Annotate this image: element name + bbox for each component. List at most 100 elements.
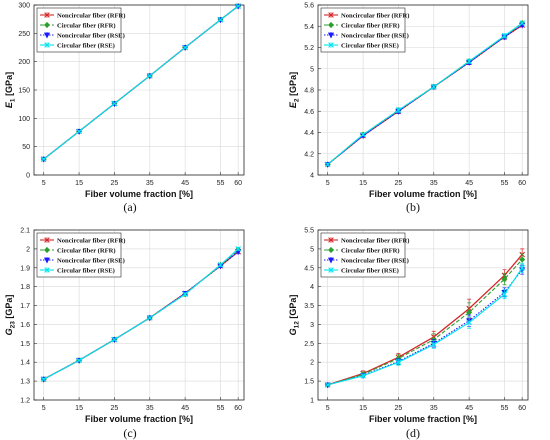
data-point [501,276,508,283]
y-tick-label: 300 [18,3,30,10]
data-point [519,256,526,263]
panel-c: 1.2 1.3 1.4 1.5 1.6 1.7 1.8 1.9 2 2.1 5 15 25 35 45 55 6… [4,228,245,440]
y-axis-label: G12 [GPa] [288,295,301,336]
legend-label: Circular fiber (RSE) [57,267,115,274]
x-tick-label: 60 [234,405,242,412]
plot-border [317,229,529,401]
x-tick-label: 15 [359,180,367,187]
legend-label: Noncircular fiber (RSE) [341,32,409,39]
panel-caption: (b) [406,200,420,214]
legend: Noncircular fiber (RFR) Circular fiber (R… [36,7,126,53]
y-tick-label: 1.6 [20,322,30,329]
data-point [217,262,224,268]
y-tick-label: 1.9 [20,265,30,272]
y-tick-label: 1.8 [20,284,30,291]
legend-marker [328,237,334,243]
x-tick-label: 55 [217,180,225,187]
data-point [501,33,508,39]
legend-marker [44,12,50,18]
x-tick-label: 5 [42,405,46,412]
x-axis-label: Fiber volume fraction [%] [369,189,477,199]
legend-label: Noncircular fiber (RSE) [341,257,409,264]
data-point [395,107,402,113]
y-tick-label: 250 [18,31,30,38]
legend-label: Noncircular fiber (RFR) [57,237,126,244]
data-point [76,357,82,364]
data-point [235,246,241,252]
y-tick-label: 4.2 [304,151,314,158]
data-point [430,84,437,90]
legend-marker [327,21,335,29]
y-tick-label: 2.5 [304,341,314,348]
data-point [40,376,47,383]
data-point [217,16,224,23]
y-tick-label: 4 [310,173,314,180]
y-tick-label: 5.6 [304,3,314,10]
panel-caption: (a) [123,200,136,214]
panel-a: 0 50 100 150 200 250 300 5 15 25 35 45 55 60 Noncircul… [4,3,245,214]
y-label-subscript: 2 [294,98,301,102]
y-label-unit: [GPa] [4,72,14,99]
x-tick-label: 15 [359,405,367,412]
data-point [466,319,472,326]
x-tick-label: 35 [430,180,438,187]
y-tick-label: 100 [18,116,30,123]
x-tick-label: 60 [234,180,242,187]
x-tick-label: 60 [518,405,526,412]
legend-marker [328,42,334,48]
data-point [324,382,331,388]
panel-b: 4 4.2 4.4 4.6 4.8 5 5.2 5.4 5.6 5 15 25 35 45 55 60 Nonc… [288,3,529,214]
y-label-subscript: 23 [10,321,17,329]
legend-marker [328,12,334,18]
data-point [360,131,366,138]
x-tick-label: 55 [217,405,225,412]
y-label-unit: [GPa] [4,295,14,322]
y-axis-label: E1 [GPa] [4,72,17,108]
panel-caption: (c) [123,426,136,440]
y-tick-label: 2 [26,246,30,253]
legend-marker [327,257,335,264]
y-tick-label: 50 [22,144,30,151]
x-tick-label: 45 [181,180,189,187]
legend-label: Circular fiber (RSE) [341,42,399,49]
y-tick-label: 4.4 [304,130,314,137]
legend-marker [43,246,51,254]
x-tick-label: 45 [465,180,473,187]
data-point [111,100,118,107]
y-tick-label: 3 [310,322,314,329]
data-point [501,291,508,298]
data-point [360,373,366,379]
legend-marker [43,257,51,264]
y-label-unit: [GPa] [288,72,298,99]
y-label-symbol: G [4,328,14,335]
legend-label: Circular fiber (RFR) [341,22,400,29]
x-tick-label: 25 [111,180,119,187]
data-point [182,291,188,298]
legend-label: Circular fiber (RSE) [57,42,115,49]
series-4 [40,3,241,162]
data-point [324,161,331,168]
legend-marker [328,267,334,273]
y-label-subscript: 12 [294,321,301,329]
y-tick-label: 4.5 [304,265,314,272]
data-point [111,336,118,343]
x-tick-label: 25 [111,405,119,412]
legend-label: Noncircular fiber (RSE) [57,257,125,264]
plot-border [317,4,529,176]
y-tick-label: 4.6 [304,109,314,116]
legend-marker [327,32,335,39]
y-tick-label: 1.5 [304,379,314,386]
legend-marker [327,246,335,254]
legend-marker [44,267,50,273]
x-tick-label: 55 [501,180,509,187]
legend: Noncircular fiber (RFR) Circular fiber (R… [320,7,410,53]
y-tick-label: 1.5 [20,341,30,348]
legend-label: Noncircular fiber (RFR) [341,12,410,19]
x-tick-label: 5 [326,180,330,187]
y-tick-label: 1.2 [20,398,30,405]
y-tick-label: 4.8 [304,88,314,95]
legend-marker [43,32,51,39]
data-point [395,359,402,366]
legend-marker [44,237,50,243]
